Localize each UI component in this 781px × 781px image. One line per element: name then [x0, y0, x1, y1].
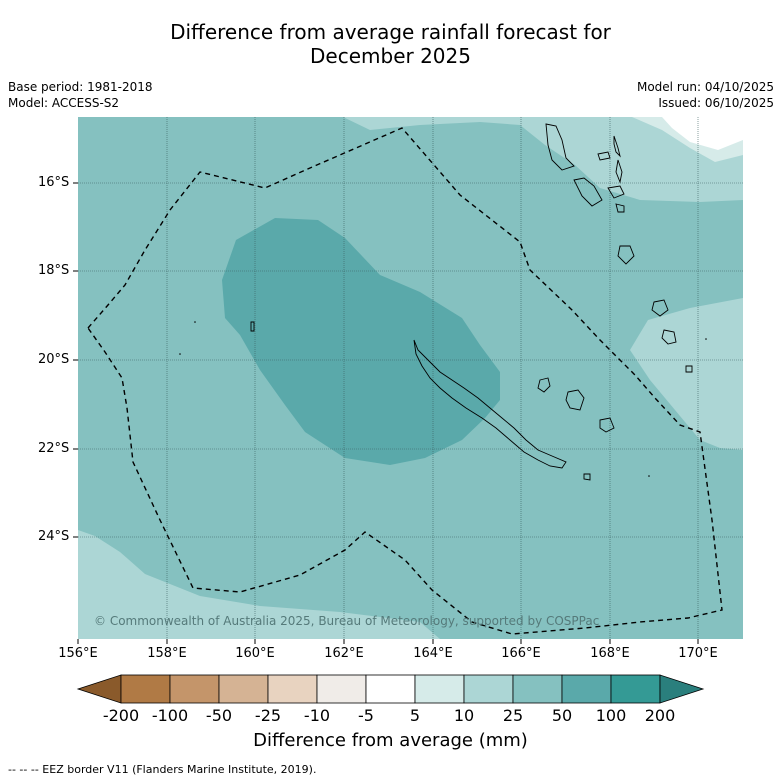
vanuatu-pentecost [615, 159, 623, 184]
anomaly-10-25-region-east [630, 298, 743, 450]
colorbar-tick-label: -25 [254, 706, 282, 725]
meta-right: Model run: 04/10/2025 Issued: 06/10/2025 [637, 79, 774, 111]
chesterfield-islet [250, 321, 255, 332]
eez-border [87, 127, 723, 635]
colorbar-tick-label: -200 [102, 706, 140, 725]
loyalty-island-2 [565, 389, 585, 411]
colorbar-tick-label: 200 [644, 706, 676, 725]
colorbar-tick-label: -10 [303, 706, 331, 725]
coastlines [179, 123, 707, 481]
espiritu-santo [545, 123, 575, 171]
lat-label-20: 20°S [38, 352, 70, 367]
isle-of-pines [583, 473, 591, 481]
islet-dot [705, 338, 707, 340]
anomaly-10-25-region-top [343, 117, 743, 202]
vanuatu-aneityum [685, 365, 693, 373]
vanuatu-efate [617, 245, 635, 265]
anomaly-10-25-region-southwest [78, 530, 440, 639]
anomaly-white-region-top [662, 117, 743, 150]
vanuatu-malekula [573, 177, 603, 207]
lat-label-24: 24°S [38, 529, 70, 544]
vanuatu-erromango [651, 299, 669, 317]
colorbar-tick-label: 25 [502, 706, 524, 725]
colorbar-tick-label: 100 [595, 706, 627, 725]
colorbar-tick-label: 50 [551, 706, 573, 725]
colorbar-tick-label: -100 [151, 706, 189, 725]
title-line-2: December 2025 [310, 44, 471, 68]
lon-label-156: 156°E [58, 646, 98, 661]
issued-date: Issued: 06/10/2025 [658, 96, 774, 110]
lon-label-164: 164°E [413, 646, 453, 661]
lat-label-18: 18°S [38, 263, 70, 278]
vanuatu-maewo [613, 135, 621, 158]
loyalty-island-1 [537, 377, 551, 393]
title-line-1: Difference from average rainfall forecas… [170, 20, 611, 44]
lon-label-168: 168°E [590, 646, 630, 661]
colorbar-title: Difference from average (mm) [253, 730, 528, 751]
graticule [78, 117, 743, 639]
axis-ticks [73, 182, 699, 644]
anomaly-50-100-region [222, 218, 500, 465]
model-name: Model: ACCESS-S2 [8, 96, 120, 110]
vanuatu-epi [615, 203, 625, 213]
vanuatu-ambrym [607, 185, 625, 199]
new-caledonia-mainland [413, 339, 567, 469]
islet-dot [179, 353, 181, 355]
lon-label-160: 160°E [235, 646, 275, 661]
lon-label-162: 162°E [324, 646, 364, 661]
lat-label-16: 16°S [38, 175, 70, 190]
lon-label-158: 158°E [147, 646, 187, 661]
chart-title: Difference from average rainfall forecas… [0, 20, 781, 68]
meta-left: Base period: 1981-2018 Model: ACCESS-S2 [8, 79, 153, 111]
rainfall-anomaly-field [78, 117, 743, 639]
colorbar-tick-label: 10 [453, 706, 475, 725]
colorbar-tick-label: -5 [358, 706, 374, 725]
colorbar-tick-label: -50 [205, 706, 233, 725]
loyalty-island-3 [599, 417, 615, 433]
lon-label-170: 170°E [678, 646, 718, 661]
islet-dot [648, 475, 650, 477]
model-run: Model run: 04/10/2025 [636, 80, 774, 94]
lat-label-22: 22°S [38, 441, 70, 456]
lon-label-166: 166°E [501, 646, 541, 661]
copyright-notice: © Commonwealth of Australia 2025, Bureau… [94, 614, 600, 628]
base-period: Base period: 1981-2018 [8, 80, 153, 94]
vanuatu-north-island [597, 151, 611, 161]
islet-dot [194, 321, 196, 323]
vanuatu-tanna [661, 329, 677, 345]
colorbar-tick-label: 5 [409, 706, 421, 725]
eez-footnote: -- -- -- EEZ border V11 (Flanders Marine… [8, 763, 317, 776]
